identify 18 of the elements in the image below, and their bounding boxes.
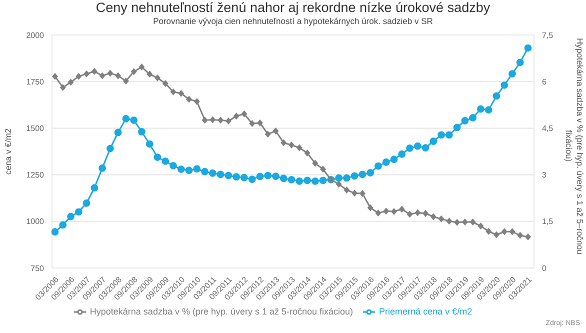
y-tick-label: 2000 (26, 30, 45, 40)
y-tick-label: 1250 (26, 170, 45, 180)
y2-axis-title: Hypotekárna sadzba v % (pre hyp. úvery s 1 až 5–ročnou fixáciou) (563, 36, 585, 256)
y-tick-label: 1500 (26, 124, 45, 134)
y-tick-label: 750 (30, 264, 45, 273)
chart-title: Ceny nehnuteľností ženú nahor aj rekordne nízke úrokové sadzby (94, 0, 492, 16)
legend-label: Hypotekárna sadzba v % (pre hyp. úvery s 1 až 5-ročnou fixáciou) (90, 306, 354, 316)
y-tick-label: 1000 (26, 217, 45, 226)
y2-tick-label: 3 (542, 170, 547, 180)
y2-tick-label: 7,5 (542, 30, 554, 40)
chart-subtitle: Porovnanie vývoja cien nehnuteľností a hypotekárnych úrok. sadzieb v SR (152, 15, 434, 27)
y2-tick-label: 4,5 (542, 124, 554, 134)
y2-tick-label: 0 (542, 264, 547, 273)
y2-tick-label: 6 (542, 77, 547, 86)
y2-tick-label: 1,5 (542, 217, 554, 226)
y-tick-label: 1750 (26, 77, 45, 86)
y-axis-title: cena v €/m2 (3, 128, 14, 175)
legend-label: Priemerná cena v €/m2 (379, 306, 472, 316)
